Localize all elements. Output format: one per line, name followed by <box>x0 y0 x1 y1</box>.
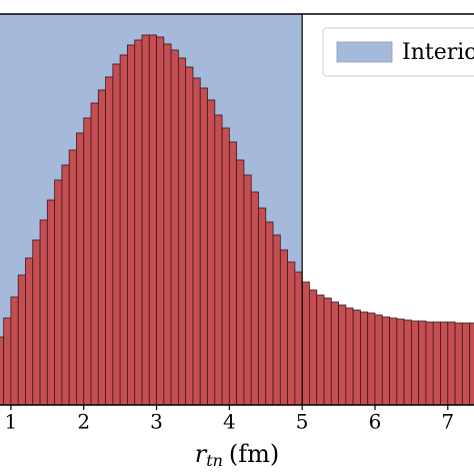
bar <box>221 127 230 405</box>
bar <box>323 297 332 405</box>
bar <box>258 207 267 405</box>
bar <box>272 234 281 405</box>
bar <box>127 44 136 405</box>
bar <box>301 281 310 405</box>
x-axis-label: rtn (fm) <box>195 440 280 470</box>
legend-box <box>322 27 474 77</box>
bar <box>141 34 150 405</box>
x-tick-label: 2 <box>77 410 90 434</box>
bar <box>170 49 179 405</box>
bar <box>90 102 99 405</box>
bar <box>83 117 92 405</box>
bar <box>148 34 157 405</box>
bar <box>163 43 172 405</box>
bar <box>330 301 339 405</box>
bar <box>374 314 383 405</box>
bar <box>469 322 474 405</box>
bar <box>207 99 216 405</box>
bar <box>352 309 361 405</box>
bar <box>432 321 441 405</box>
bar <box>447 321 456 405</box>
bar <box>236 159 245 405</box>
bar <box>294 271 303 405</box>
bar <box>46 199 56 405</box>
bar <box>250 191 259 405</box>
bar <box>360 311 369 405</box>
x-label-subscript: tn <box>206 451 223 470</box>
bar <box>156 36 165 405</box>
bar <box>192 77 201 405</box>
bar <box>279 249 289 405</box>
bar <box>39 219 48 405</box>
bar <box>381 316 390 405</box>
bar <box>265 221 274 405</box>
bar <box>112 63 121 405</box>
x-tick-label: 7 <box>441 410 454 434</box>
bar <box>228 141 238 405</box>
bar <box>454 322 463 405</box>
bar <box>367 312 376 405</box>
bar <box>389 317 398 405</box>
x-tick-label: 3 <box>150 410 163 434</box>
bar <box>425 321 434 405</box>
bar <box>32 239 41 405</box>
plot-area <box>0 14 474 405</box>
x-label-symbol: r <box>195 440 208 468</box>
x-tick-label: 6 <box>369 410 382 434</box>
bar <box>54 179 63 405</box>
bar <box>134 39 143 405</box>
x-tick-label: 4 <box>223 410 236 434</box>
bar <box>76 132 85 405</box>
bar <box>25 257 34 405</box>
bar <box>0 336 5 405</box>
bar <box>396 318 405 405</box>
bar <box>3 317 12 405</box>
bar <box>309 289 318 405</box>
bar <box>105 76 114 405</box>
bar <box>410 320 420 405</box>
bar <box>199 87 208 405</box>
bar <box>440 321 449 405</box>
bar <box>185 66 194 405</box>
bar <box>345 307 354 405</box>
bar <box>461 322 471 405</box>
x-tick-label: 1 <box>5 410 18 434</box>
bar <box>287 261 296 405</box>
bar <box>418 320 427 405</box>
x-label-unit: (fm) <box>229 440 279 468</box>
bar <box>177 57 187 405</box>
bar <box>10 296 19 405</box>
bar <box>97 89 106 405</box>
bar <box>214 114 223 405</box>
bar <box>243 174 252 405</box>
bar <box>316 294 325 405</box>
bar <box>17 274 26 405</box>
x-tick-label: 5 <box>296 410 309 434</box>
bar <box>61 164 70 405</box>
legend-patch <box>336 41 393 63</box>
bar <box>119 54 128 405</box>
bar <box>403 319 412 405</box>
legend-label: Interior <box>402 40 474 65</box>
bar <box>338 304 347 405</box>
bar <box>68 149 77 405</box>
